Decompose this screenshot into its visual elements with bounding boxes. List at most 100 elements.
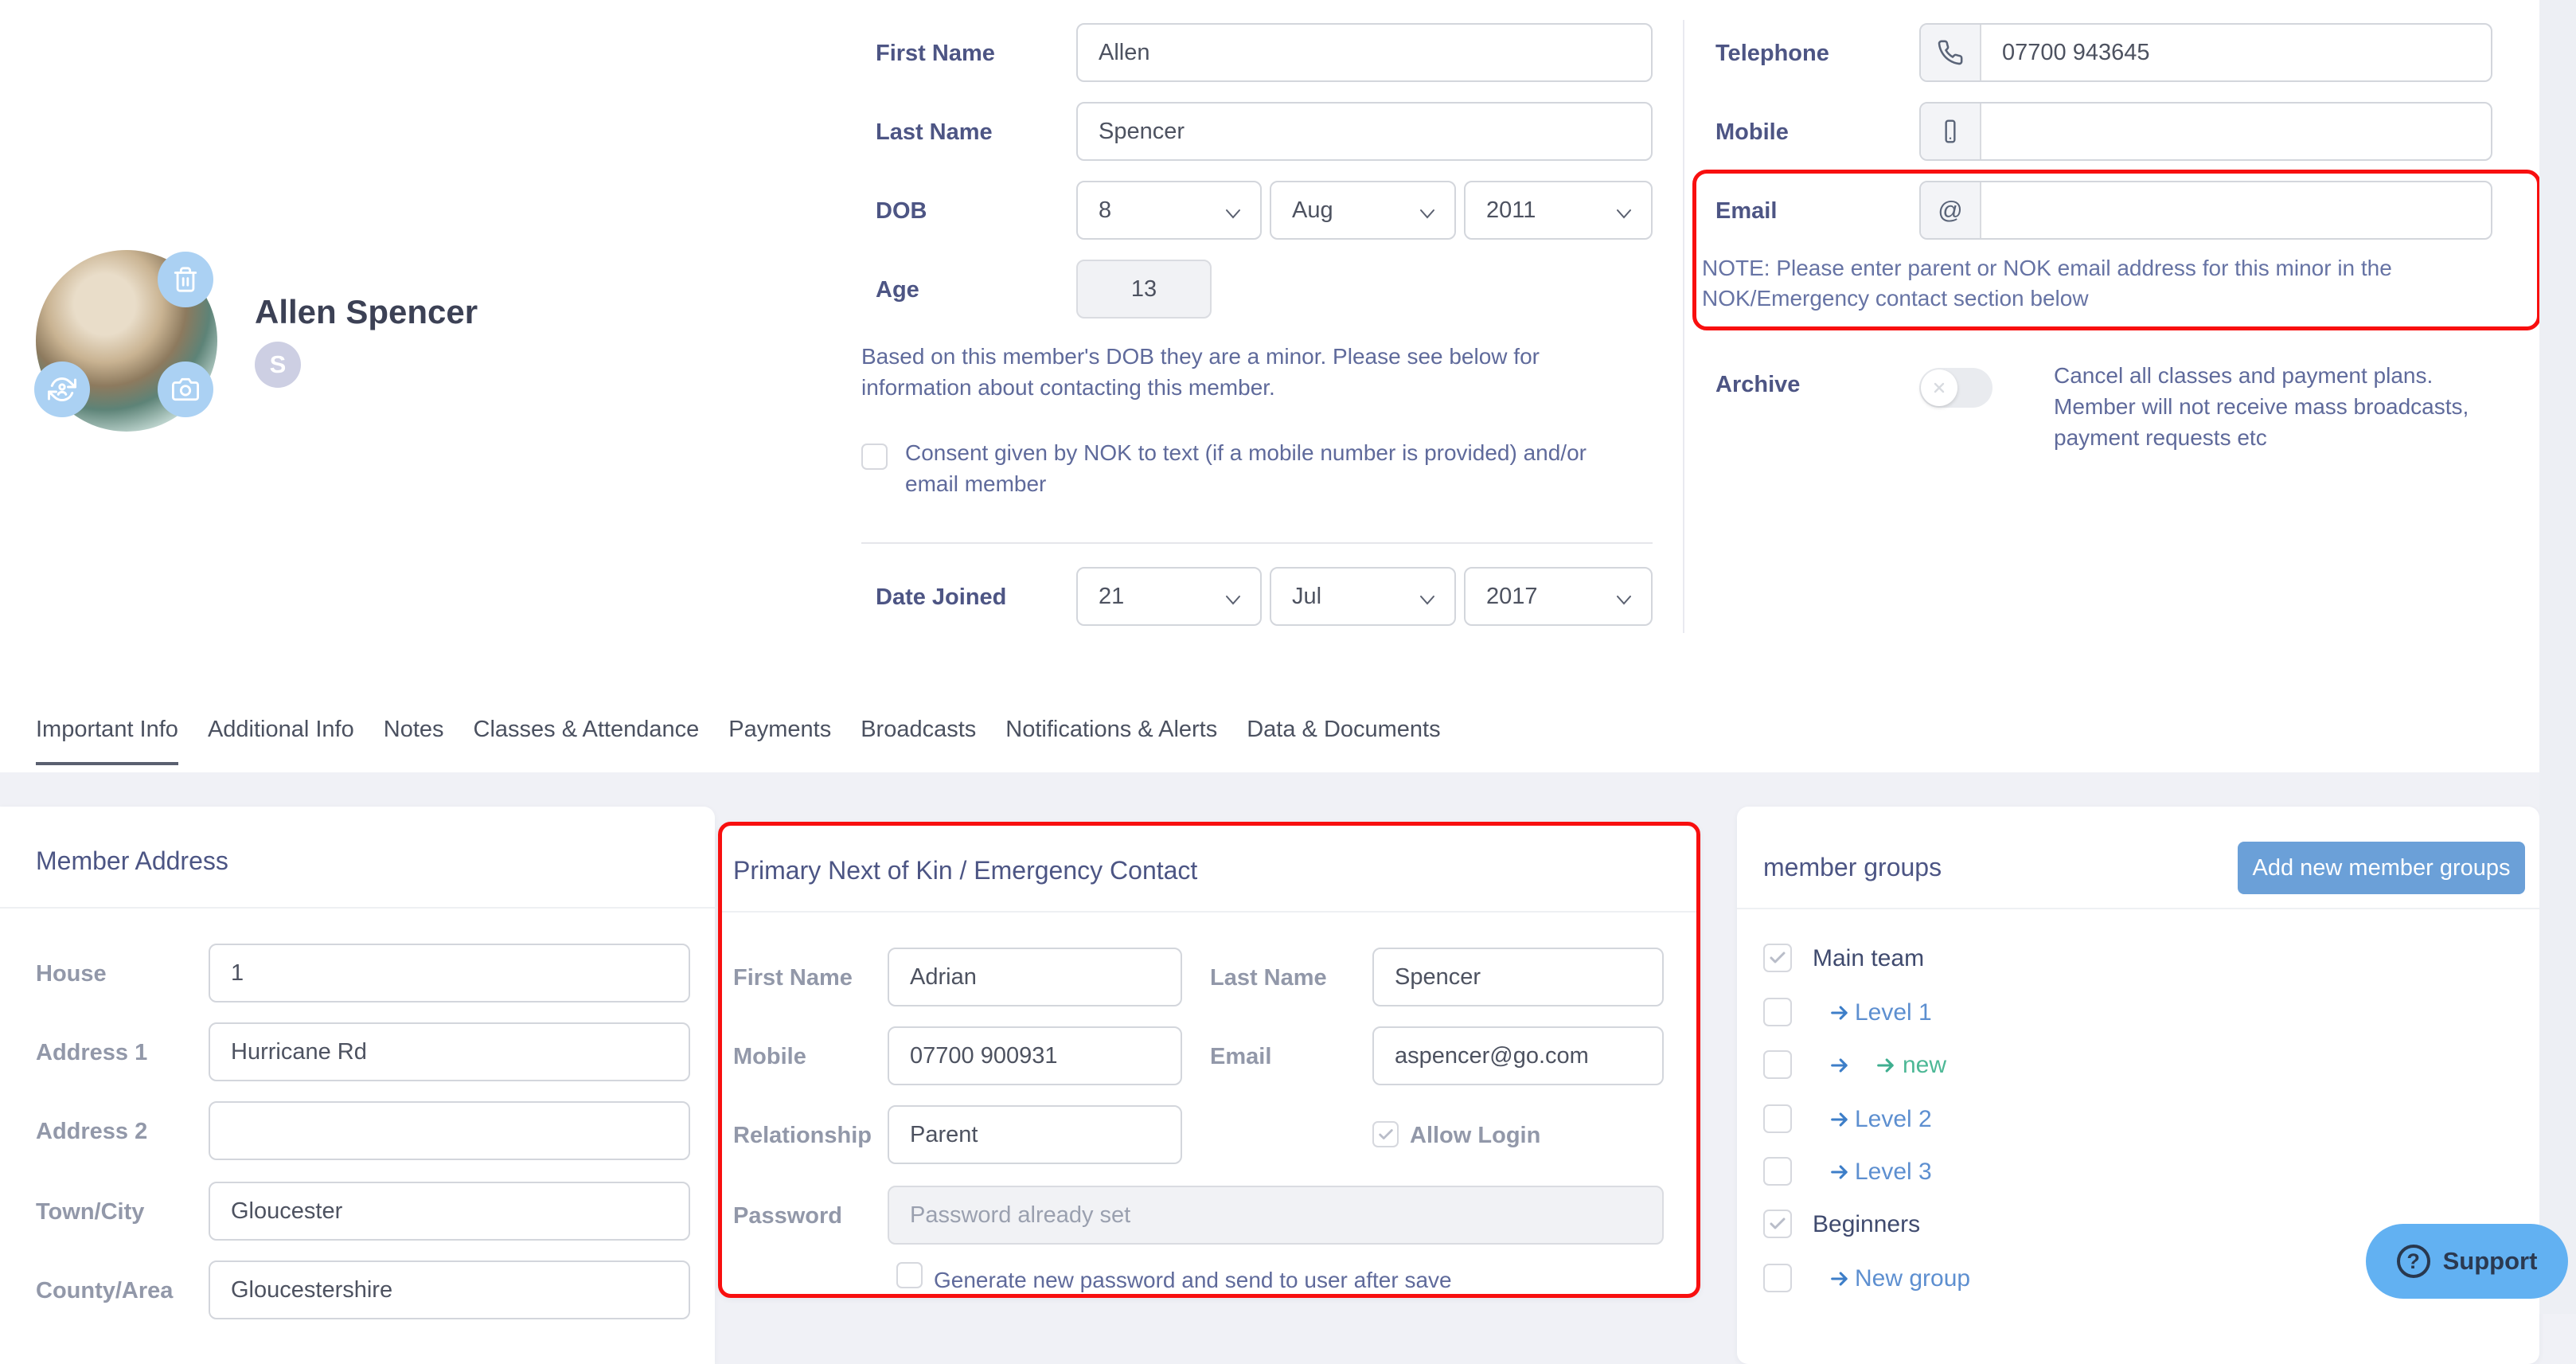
rotate-user-icon bbox=[48, 377, 76, 401]
group-link[interactable]: New group bbox=[1855, 1265, 1971, 1292]
group-label: Beginners bbox=[1813, 1211, 1921, 1237]
address1-label: Address 1 bbox=[36, 1040, 148, 1065]
chevron-down-icon bbox=[1224, 202, 1243, 229]
arrow-right-icon bbox=[1829, 1108, 1851, 1131]
county-area-input[interactable] bbox=[209, 1260, 690, 1319]
tab-classes-attendance[interactable]: Classes & Attendance bbox=[473, 717, 700, 742]
nok-email-input[interactable] bbox=[1372, 1026, 1664, 1085]
house-input[interactable] bbox=[209, 944, 690, 1002]
camera-icon bbox=[172, 377, 199, 401]
age-label: Age bbox=[876, 277, 919, 303]
nok-last-name-input[interactable] bbox=[1372, 948, 1664, 1006]
dob-day-select[interactable]: 8 bbox=[1076, 181, 1262, 240]
mobile-input[interactable] bbox=[1981, 104, 2491, 159]
nok-last-name-label: Last Name bbox=[1210, 965, 1327, 991]
dob-month-value: Aug bbox=[1292, 197, 1333, 223]
group-checkbox[interactable] bbox=[1763, 944, 1792, 972]
help-icon: ? bbox=[2396, 1245, 2430, 1278]
rotate-photo-button[interactable] bbox=[34, 362, 90, 417]
age-value bbox=[1076, 260, 1212, 319]
group-link[interactable]: new bbox=[1903, 1052, 1947, 1078]
tab-important-info[interactable]: Important Info bbox=[36, 717, 178, 765]
tab-notes[interactable]: Notes bbox=[383, 717, 444, 742]
joined-year-select[interactable]: 2017 bbox=[1464, 567, 1653, 626]
joined-month-value: Jul bbox=[1292, 583, 1322, 609]
nok-first-name-input[interactable] bbox=[888, 948, 1182, 1006]
group-checkbox[interactable] bbox=[1763, 1050, 1792, 1079]
tab-broadcasts[interactable]: Broadcasts bbox=[861, 717, 977, 742]
member-initial-badge: S bbox=[255, 342, 301, 388]
nok-email-label: Email bbox=[1210, 1044, 1272, 1069]
joined-month-select[interactable]: Jul bbox=[1270, 567, 1456, 626]
email-input[interactable] bbox=[1981, 182, 2491, 238]
group-row-main-team: Main team bbox=[1737, 944, 2539, 972]
tab-notifications-alerts[interactable]: Notifications & Alerts bbox=[1005, 717, 1218, 742]
minor-notice: Based on this member's DOB they are a mi… bbox=[861, 344, 1540, 400]
phone-icon bbox=[1921, 25, 1981, 80]
group-link[interactable]: Level 2 bbox=[1855, 1106, 1932, 1132]
add-member-groups-button[interactable]: Add new member groups bbox=[2238, 842, 2525, 894]
at-sign-icon: @ bbox=[1921, 182, 1981, 238]
support-button[interactable]: ? Support bbox=[2366, 1224, 2568, 1299]
address1-input[interactable] bbox=[209, 1022, 690, 1081]
relationship-input[interactable] bbox=[888, 1105, 1182, 1164]
arrow-right-icon bbox=[1875, 1054, 1897, 1077]
column-divider bbox=[1683, 20, 1684, 633]
dob-label: DOB bbox=[876, 198, 927, 224]
tab-payments[interactable]: Payments bbox=[728, 717, 832, 742]
telephone-input[interactable] bbox=[1981, 25, 2491, 80]
joined-day-value: 21 bbox=[1099, 583, 1125, 609]
chevron-down-icon bbox=[1614, 202, 1633, 229]
address2-input[interactable] bbox=[209, 1101, 690, 1160]
arrow-right-icon bbox=[1829, 1161, 1851, 1183]
profile-photo-wrap bbox=[34, 250, 217, 432]
group-checkbox[interactable] bbox=[1763, 998, 1792, 1026]
nok-title: Primary Next of Kin / Emergency Contact bbox=[733, 856, 1198, 885]
first-name-label: First Name bbox=[876, 41, 995, 66]
nok-mobile-label: Mobile bbox=[733, 1044, 806, 1069]
card-divider bbox=[722, 911, 1696, 913]
member-header-section: Allen Spencer S First Name Last Name DOB… bbox=[0, 0, 2541, 772]
email-note: NOTE: Please enter parent or NOK email a… bbox=[1702, 256, 2392, 311]
nok-first-name-label: First Name bbox=[733, 965, 853, 991]
relationship-label: Relationship bbox=[733, 1123, 872, 1148]
group-checkbox[interactable] bbox=[1763, 1157, 1792, 1186]
nok-password-input[interactable] bbox=[888, 1186, 1664, 1245]
group-checkbox[interactable] bbox=[1763, 1210, 1792, 1238]
archive-toggle[interactable] bbox=[1919, 368, 1992, 408]
arrow-right-icon bbox=[1829, 1054, 1851, 1077]
allow-login-checkbox[interactable] bbox=[1372, 1121, 1399, 1147]
member-name: Allen Spencer bbox=[255, 293, 478, 330]
support-label: Support bbox=[2442, 1247, 2538, 1275]
check-icon bbox=[1770, 952, 1786, 963]
dob-month-select[interactable]: Aug bbox=[1270, 181, 1456, 240]
x-icon bbox=[1934, 382, 1945, 393]
card-divider bbox=[0, 907, 715, 909]
last-name-input[interactable] bbox=[1076, 102, 1653, 161]
member-address-title: Member Address bbox=[36, 846, 228, 875]
first-name-input[interactable] bbox=[1076, 23, 1653, 82]
dob-year-select[interactable]: 2011 bbox=[1464, 181, 1653, 240]
nok-mobile-input[interactable] bbox=[888, 1026, 1182, 1085]
group-link[interactable]: Level 1 bbox=[1855, 999, 1932, 1026]
joined-day-select[interactable]: 21 bbox=[1076, 567, 1262, 626]
page-scrollbar-gutter[interactable] bbox=[2539, 0, 2576, 1314]
town-city-label: Town/City bbox=[36, 1199, 145, 1225]
group-row-level-1: Level 1 bbox=[1737, 998, 2539, 1026]
dob-year-value: 2011 bbox=[1486, 197, 1536, 223]
group-checkbox[interactable] bbox=[1763, 1264, 1792, 1292]
tab-additional-info[interactable]: Additional Info bbox=[207, 717, 354, 742]
consent-label: Consent given by NOK to text (if a mobil… bbox=[905, 440, 1587, 496]
consent-checkbox[interactable] bbox=[861, 444, 888, 470]
tab-data-documents[interactable]: Data & Documents bbox=[1247, 717, 1441, 742]
chevron-down-icon bbox=[1418, 202, 1437, 229]
member-address-card: Member Address House Address 1 Address 2… bbox=[0, 807, 715, 1364]
group-link[interactable]: Level 3 bbox=[1855, 1159, 1932, 1185]
town-city-input[interactable] bbox=[209, 1182, 690, 1241]
mobile-label: Mobile bbox=[1715, 119, 1789, 145]
upload-photo-button[interactable] bbox=[158, 362, 213, 417]
generate-password-checkbox[interactable] bbox=[896, 1262, 923, 1288]
group-checkbox[interactable] bbox=[1763, 1104, 1792, 1133]
delete-photo-button[interactable] bbox=[158, 252, 213, 307]
